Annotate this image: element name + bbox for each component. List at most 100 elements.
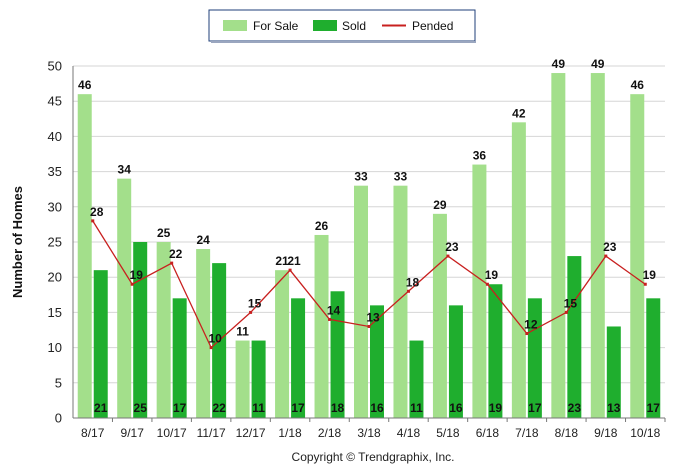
bar-for-sale	[314, 234, 329, 418]
data-label-sold: 18	[331, 401, 345, 415]
y-tick-label: 10	[48, 340, 62, 355]
data-label-pended: 23	[603, 240, 617, 254]
x-tick-label: 9/17	[121, 426, 145, 440]
pended-point	[170, 261, 174, 265]
y-tick-label: 45	[48, 94, 62, 109]
data-label-pended: 15	[248, 296, 262, 310]
x-tick-label: 5/18	[436, 426, 460, 440]
data-label-for-sale: 49	[552, 57, 566, 71]
data-labels: 46 21 34 25 25 17 24 22 11 11 21 17 26 18 33 16 33 11 29 16…	[78, 57, 660, 415]
bar-sold	[448, 305, 463, 418]
pended-point	[367, 324, 371, 328]
data-label-sold: 22	[212, 401, 226, 415]
x-tick-label: 3/18	[357, 426, 381, 440]
legend: For Sale Sold Pended	[208, 9, 476, 43]
y-tick-label: 20	[48, 270, 62, 285]
data-label-sold: 16	[370, 401, 384, 415]
x-tick-label: 1/18	[278, 426, 302, 440]
pended-point	[604, 254, 608, 258]
bar-for-sale	[117, 178, 132, 418]
data-label-for-sale: 33	[354, 170, 368, 184]
pended-point	[209, 346, 213, 350]
x-tick-label: 2/18	[318, 426, 342, 440]
data-label-sold: 16	[449, 401, 463, 415]
data-label-pended: 12	[524, 318, 538, 332]
pended-point	[406, 289, 410, 293]
bar-sold	[567, 256, 582, 418]
pended-line	[91, 219, 647, 350]
pended-point	[249, 310, 253, 314]
x-tick-label: 7/18	[515, 426, 539, 440]
x-tick-label: 8/18	[555, 426, 579, 440]
bar-for-sale	[196, 249, 211, 418]
data-label-pended: 28	[90, 205, 104, 219]
data-label-sold: 25	[134, 401, 148, 415]
pended-point	[328, 317, 332, 321]
legend-swatch-sold	[313, 20, 337, 31]
pended-point	[525, 332, 529, 336]
bar-sold	[527, 298, 542, 418]
data-label-for-sale: 25	[157, 226, 171, 240]
bar-for-sale	[472, 164, 487, 418]
data-label-for-sale: 42	[512, 106, 526, 120]
data-label-pended: 19	[130, 268, 144, 282]
bar-for-sale	[511, 122, 526, 418]
x-tick-label: 8/17	[81, 426, 105, 440]
legend-swatch-for-sale	[223, 20, 247, 31]
bar-sold	[93, 270, 108, 418]
bar-for-sale	[354, 185, 368, 418]
data-label-for-sale: 24	[196, 233, 210, 247]
pended-point	[564, 310, 568, 314]
data-label-sold: 17	[647, 401, 661, 415]
y-axis-ticks: 0 5 10 15 20 25 30 35 40 45 50	[48, 59, 62, 426]
data-label-sold: 13	[607, 401, 621, 415]
pended-point	[446, 254, 450, 258]
data-label-pended: 10	[208, 332, 222, 346]
legend-box	[208, 9, 476, 42]
bar-sold	[409, 340, 424, 418]
x-tick-label: 4/18	[397, 426, 421, 440]
x-tick-label: 12/17	[236, 426, 266, 440]
data-label-for-sale: 11	[236, 325, 249, 339]
data-label-sold: 19	[489, 401, 503, 415]
bar-sold	[251, 340, 266, 418]
bar-sold	[488, 284, 503, 418]
data-label-for-sale: 46	[631, 78, 645, 92]
data-label-for-sale: 29	[433, 198, 447, 212]
x-tick-label: 6/18	[476, 426, 500, 440]
x-tick-label: 10/17	[157, 426, 187, 440]
pended-point	[288, 268, 292, 272]
bar-sold	[606, 326, 621, 418]
x-axis-ticks: 8/17 9/17 10/17 11/17 12/17 1/18 2/18 3/18 4/18 5…	[81, 418, 666, 440]
y-tick-label: 15	[48, 305, 62, 320]
bar-for-sale	[590, 73, 605, 418]
data-label-sold: 17	[528, 401, 542, 415]
legend-label-for-sale: For Sale	[253, 19, 299, 33]
y-tick-label: 25	[48, 235, 62, 250]
bar-for-sale	[275, 270, 290, 418]
bar-sold	[370, 305, 384, 418]
pended-point	[91, 219, 95, 223]
data-label-for-sale: 33	[394, 170, 408, 184]
pended-point	[485, 282, 489, 286]
data-label-pended: 19	[485, 268, 499, 282]
data-label-pended: 13	[366, 310, 380, 324]
data-label-pended: 15	[564, 296, 578, 310]
data-label-pended: 22	[169, 247, 183, 261]
bar-sold	[646, 298, 661, 418]
pended-point	[643, 282, 647, 286]
bar-sold	[291, 298, 306, 418]
bar-sold	[330, 291, 345, 418]
data-label-sold: 11	[252, 401, 265, 415]
data-label-pended: 18	[406, 275, 420, 289]
legend-label-pended: Pended	[412, 19, 453, 33]
data-label-sold: 11	[410, 401, 423, 415]
data-label-for-sale: 26	[315, 219, 329, 233]
data-label-pended: 14	[327, 303, 341, 317]
bar-for-sale	[156, 242, 171, 418]
bar-for-sale	[432, 213, 447, 418]
data-label-for-sale: 21	[275, 254, 289, 268]
bar-for-sale	[393, 185, 408, 418]
data-label-for-sale: 34	[118, 163, 132, 177]
